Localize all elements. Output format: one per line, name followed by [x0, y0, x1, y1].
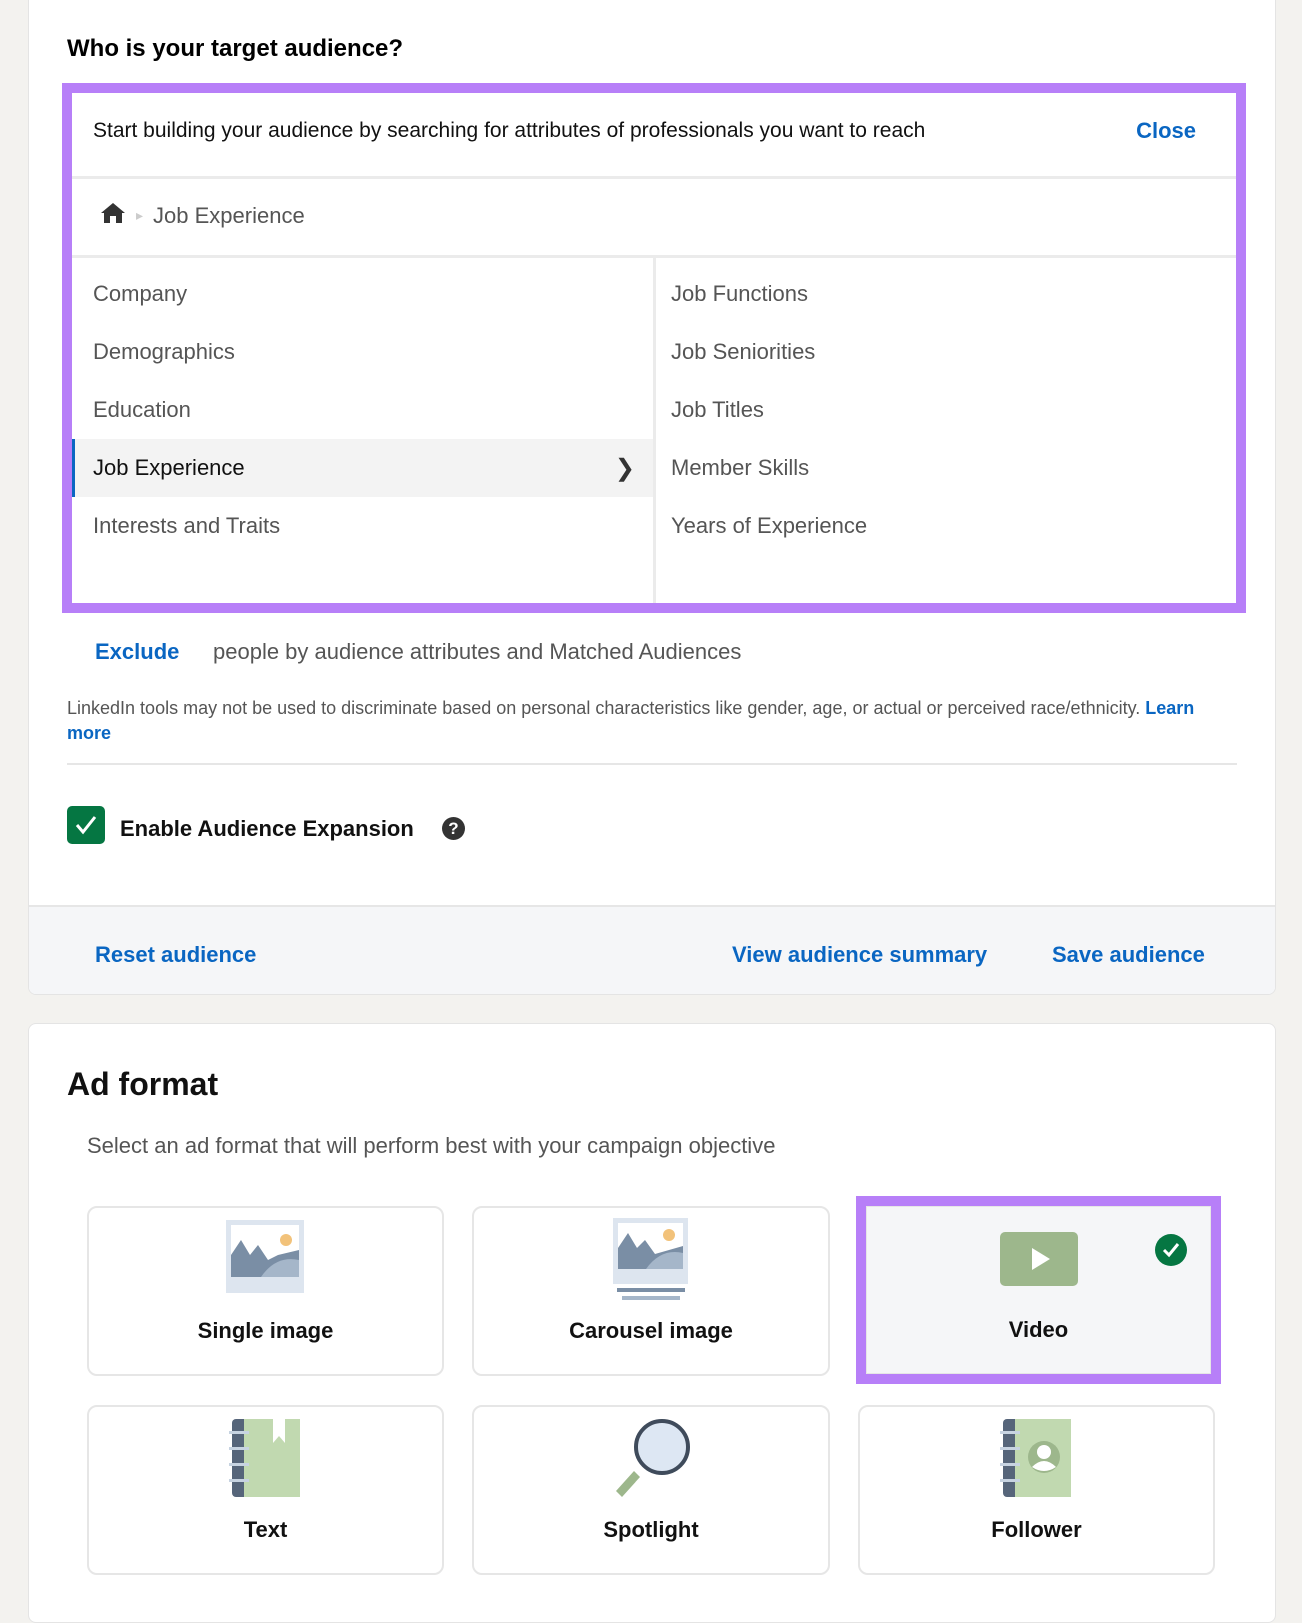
builder-prompt: Start building your audience by searchin…: [93, 119, 926, 142]
expansion-label: Enable Audience Expansion: [120, 816, 414, 841]
format-text[interactable]: Text: [87, 1405, 444, 1575]
audience-builder-highlight: Start building your audience by searchin…: [62, 83, 1246, 613]
column-divider: [653, 258, 656, 603]
checkmark-icon: [75, 816, 97, 835]
video-play-icon: [999, 1232, 1078, 1286]
audience-card: Who is your target audience? Start build…: [28, 0, 1276, 995]
divider: [72, 255, 1236, 258]
category-label: Education: [93, 397, 191, 422]
subcategory-item[interactable]: Job Functions: [656, 265, 1236, 323]
category-job-experience[interactable]: Job Experience ❯: [72, 439, 653, 497]
divider: [67, 763, 1237, 765]
video-selected-highlight: [856, 1196, 1221, 1384]
carousel-icon: [613, 1218, 688, 1300]
breadcrumb: ▸ Job Experience: [100, 201, 305, 230]
format-single-image[interactable]: Single image: [87, 1206, 444, 1376]
format-follower[interactable]: Follower: [858, 1405, 1215, 1575]
subcategory-item[interactable]: Job Titles: [656, 381, 1236, 439]
format-label: Text: [243, 1517, 288, 1542]
subcategory-list: Job Functions Job Seniorities Job Titles…: [656, 258, 1236, 603]
reset-audience-button[interactable]: Reset audience: [95, 942, 257, 967]
category-label: Interests and Traits: [93, 513, 281, 538]
disclaimer-text: LinkedIn tools may not be used to discri…: [67, 698, 1141, 718]
magnifier-icon: [616, 1419, 690, 1497]
category-list: Company Demographics Education Job Exper…: [72, 258, 653, 603]
format-label: Single image: [197, 1318, 334, 1343]
home-icon[interactable]: [100, 201, 126, 230]
ad-format-subtitle: Select an ad format that will perform be…: [87, 1133, 776, 1158]
subcategory-item[interactable]: Years of Experience: [656, 497, 1236, 555]
category-interests-traits[interactable]: Interests and Traits: [72, 497, 653, 555]
subcategory-label: Job Functions: [671, 281, 808, 306]
contact-book-icon: [999, 1419, 1071, 1497]
help-icon[interactable]: ?: [442, 817, 465, 840]
format-label: Carousel image: [569, 1318, 733, 1343]
category-education[interactable]: Education: [72, 381, 653, 439]
category-label: Demographics: [93, 339, 235, 364]
close-button[interactable]: Close: [1136, 118, 1196, 143]
category-label: Company: [93, 281, 188, 306]
image-icon: [225, 1220, 304, 1293]
format-label: Spotlight: [603, 1517, 699, 1542]
exclude-text: people by audience attributes and Matche…: [213, 639, 742, 664]
view-audience-summary-button[interactable]: View audience summary: [732, 942, 988, 967]
category-company[interactable]: Company: [72, 265, 653, 323]
format-video[interactable]: Video: [866, 1206, 1211, 1374]
format-label: Video: [1008, 1317, 1069, 1342]
exclude-button[interactable]: Exclude: [95, 639, 180, 664]
disclaimer: LinkedIn tools may not be used to discri…: [67, 696, 1227, 746]
subcategory-item[interactable]: Job Seniorities: [656, 323, 1236, 381]
format-label: Follower: [991, 1517, 1082, 1542]
save-audience-button[interactable]: Save audience: [1052, 942, 1205, 967]
learn-more-link[interactable]: Learn more: [67, 698, 1195, 743]
ad-format-title: Ad format: [67, 1066, 219, 1102]
subcategory-label: Years of Experience: [671, 513, 868, 538]
format-carousel-image[interactable]: Carousel image: [472, 1206, 830, 1376]
audience-footer: Reset audience View audience summary Sav…: [29, 905, 1275, 994]
category-demographics[interactable]: Demographics: [72, 323, 653, 381]
breadcrumb-current: Job Experience: [153, 202, 305, 228]
chevron-right-icon: ❯: [614, 454, 635, 482]
format-spotlight[interactable]: Spotlight: [472, 1405, 830, 1575]
category-label: Job Experience: [93, 455, 245, 480]
notebook-icon: [228, 1419, 300, 1497]
subcategory-label: Member Skills: [671, 455, 810, 480]
subcategory-label: Job Seniorities: [671, 339, 816, 364]
page-title: Who is your target audience?: [67, 35, 404, 62]
subcategory-item[interactable]: Member Skills: [656, 439, 1236, 497]
selected-check-icon: [1155, 1234, 1187, 1266]
subcategory-label: Job Titles: [671, 397, 764, 422]
chevron-right-icon: ▸: [136, 207, 144, 223]
audience-expansion-checkbox[interactable]: [67, 806, 105, 844]
divider: [72, 176, 1236, 179]
